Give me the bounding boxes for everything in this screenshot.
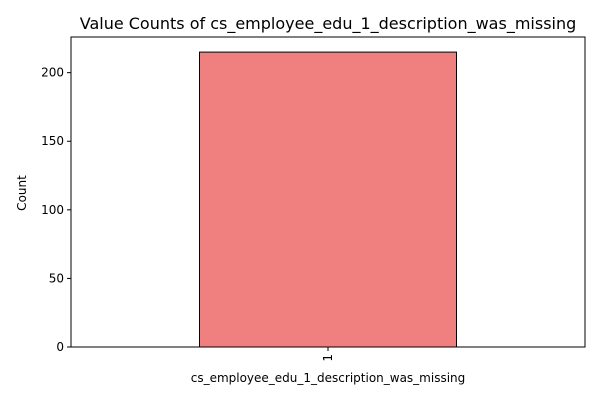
x-axis-label: cs_employee_edu_1_description_was_missin… <box>191 371 466 385</box>
y-tick-label: 100 <box>41 203 64 217</box>
chart-title: Value Counts of cs_employee_edu_1_descri… <box>80 14 577 34</box>
y-tick-label: 50 <box>49 271 64 285</box>
bar-1 <box>199 51 457 348</box>
y-tick-label: 0 <box>56 340 64 354</box>
y-axis-label: Count <box>15 175 29 211</box>
axes-frame <box>70 36 586 348</box>
y-tick-label: 200 <box>41 66 64 80</box>
x-tick-label: 1 <box>321 354 335 362</box>
plot-area: 1 0 50 100 150 200 <box>41 36 586 362</box>
y-tick-label: 150 <box>41 134 64 148</box>
